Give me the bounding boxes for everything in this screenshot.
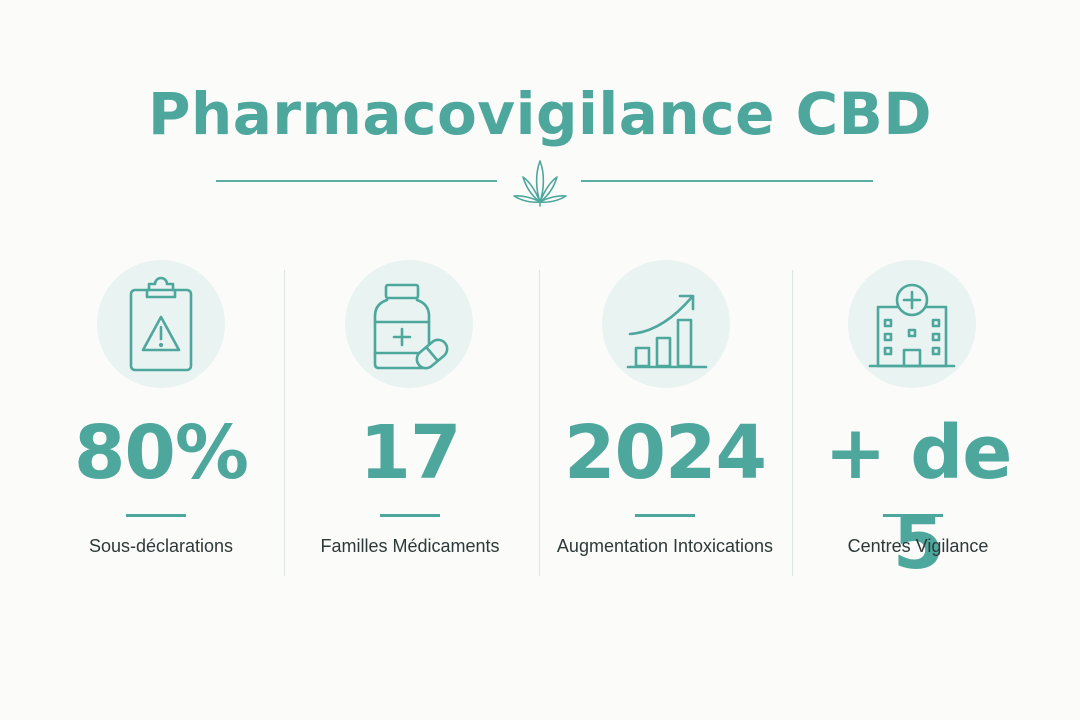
stat-under-reporting: 80% Sous-déclarations — [36, 256, 286, 576]
column-separator — [539, 270, 540, 576]
stat-drug-families: 17 Familles Médicaments — [285, 256, 535, 576]
stat-label: Augmentation Intoxications — [556, 536, 774, 556]
cannabis-leaf-icon — [513, 160, 567, 207]
column-separator — [792, 270, 793, 576]
stat-label: Sous-déclarations — [88, 536, 234, 556]
hospital-icon — [868, 283, 956, 368]
growth-chart-icon — [626, 294, 708, 369]
stat-label: Familles Médicaments — [320, 536, 500, 556]
stat-underline — [380, 514, 440, 517]
stat-vigilance-centers: + de 5 Centres Vigilance — [793, 256, 1043, 586]
stat-label: Centres Vigilance — [847, 536, 989, 556]
title-divider-right — [581, 180, 873, 182]
medication-bottle-pill-icon — [373, 283, 449, 370]
stat-value: 80% — [73, 410, 249, 496]
stat-underline — [126, 514, 186, 517]
title-divider-left — [216, 180, 497, 182]
stat-underline — [883, 514, 943, 517]
column-separator — [284, 270, 285, 576]
stat-value: 17 — [359, 410, 462, 496]
stat-underline — [635, 514, 695, 517]
page-title: Pharmacovigilance CBD — [147, 80, 933, 148]
stat-value: + de 5 — [824, 410, 1013, 586]
clipboard-warning-icon — [129, 276, 193, 372]
stat-intoxication-increase: 2024 Augmentation Intoxications — [540, 256, 790, 576]
stat-value: 2024 — [564, 410, 767, 496]
